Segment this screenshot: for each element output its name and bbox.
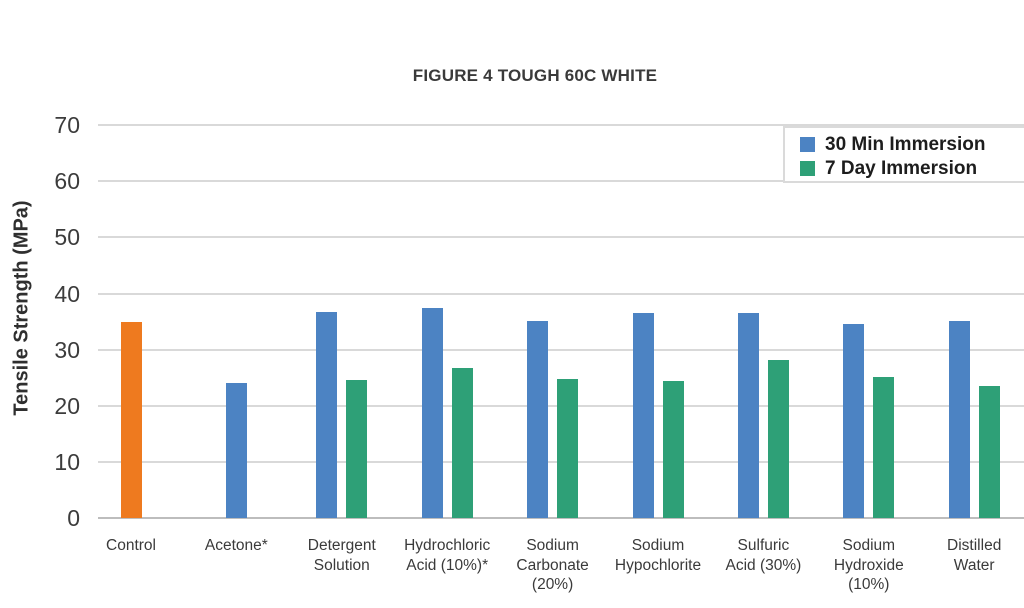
bar-30min-1 bbox=[225, 382, 247, 519]
legend-label-7-day: 7 Day Immersion bbox=[825, 157, 978, 179]
legend: 30 Min Immersion 7 Day Immersion bbox=[783, 126, 1024, 183]
x-category-label-3: Hydrochloric Acid (10%)* bbox=[404, 537, 491, 574]
bar-7day-2 bbox=[346, 379, 368, 519]
bar-30min-2 bbox=[316, 312, 338, 519]
y-tick-label-60: 60 bbox=[54, 168, 80, 195]
bar-7day-4 bbox=[557, 378, 579, 519]
bar-30min-3 bbox=[421, 308, 443, 519]
gridline-50 bbox=[98, 236, 1024, 239]
legend-item-30-min: 30 Min Immersion bbox=[800, 133, 1024, 156]
y-tick-label-40: 40 bbox=[54, 280, 80, 307]
y-tick-label-30: 30 bbox=[54, 336, 80, 363]
chart-title: FIGURE 4 TOUGH 60C WHITE bbox=[412, 66, 658, 85]
gridline-30 bbox=[98, 348, 1024, 351]
bar-7day-3 bbox=[451, 367, 473, 519]
y-tick-label-50: 50 bbox=[54, 224, 80, 251]
bar-7day-5 bbox=[662, 381, 684, 519]
bar-7day-7 bbox=[873, 376, 895, 519]
gridline-40 bbox=[98, 292, 1024, 295]
gridline-60 bbox=[98, 180, 1024, 183]
y-tick-label-10: 10 bbox=[54, 449, 80, 476]
bar-30min-7 bbox=[843, 323, 865, 519]
bar-7day-6 bbox=[767, 359, 789, 519]
x-category-label-2: Detergent Solution bbox=[307, 537, 376, 574]
x-category-label-8: Distilled Water bbox=[947, 537, 1002, 574]
legend-item-7-day: 7 Day Immersion bbox=[800, 157, 1024, 180]
x-category-label-1: Acetone* bbox=[204, 537, 268, 554]
bar-30min-5 bbox=[632, 313, 654, 519]
y-tick-label-20: 20 bbox=[54, 392, 80, 419]
legend-label-30-min: 30 Min Immersion bbox=[825, 133, 986, 155]
x-category-label-0: Control bbox=[106, 537, 156, 554]
bar-30min-0 bbox=[120, 321, 142, 519]
x-category-label-7: Sodium Hydroxide (10%) bbox=[833, 537, 904, 593]
x-category-label-4: Sodium Carbonate (20%) bbox=[516, 537, 589, 593]
legend-swatch-blue bbox=[800, 137, 815, 152]
bar-7day-8 bbox=[978, 385, 1000, 519]
bar-30min-6 bbox=[737, 313, 759, 519]
x-category-label-5: Sodium Hypochlorite bbox=[614, 537, 702, 574]
legend-swatch-green bbox=[800, 161, 815, 176]
x-category-label-6: Sulfuric Acid (30%) bbox=[725, 537, 802, 574]
bar-30min-8 bbox=[948, 320, 970, 519]
y-tick-label-70: 70 bbox=[54, 112, 80, 138]
bar-30min-4 bbox=[527, 320, 549, 519]
x-axis-line bbox=[98, 517, 1024, 520]
gridline-70 bbox=[98, 124, 1024, 126]
y-tick-label-0: 0 bbox=[67, 505, 80, 532]
